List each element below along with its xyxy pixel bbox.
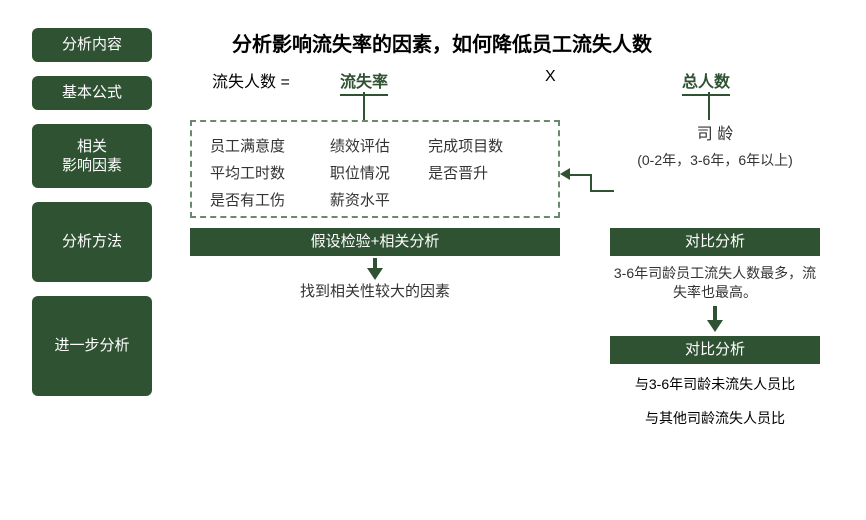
factor-cell: 职位情况: [326, 159, 424, 186]
method-bar-r1: 对比分析: [610, 228, 820, 256]
method-bar-left: 假设检验+相关分析: [190, 228, 560, 256]
sidebar-item-formula: 基本公式: [32, 76, 152, 110]
factors-box: 员工满意度 绩效评估 完成项目数 平均工时数 职位情况 是否晋升 是否有工伤 薪…: [190, 120, 560, 218]
method-bar-label: 假设检验+相关分析: [311, 233, 440, 250]
formula-mult: X: [545, 68, 556, 86]
arrow-down-icon: [707, 320, 723, 332]
stem-rate: [363, 92, 365, 120]
lconn-horiz: [568, 174, 592, 176]
result-r1: 3-6年司龄员工流失人数最多，流失率也最高。: [610, 264, 820, 302]
sidebar-label: 分析内容: [62, 35, 122, 55]
factor-cell: 是否有工伤: [206, 186, 326, 213]
result-r2-line2: 与其他司龄流失人员比: [610, 408, 820, 428]
result-r2-line1: 与3-6年司龄未流失人员比: [610, 374, 820, 394]
method-bar-r2: 对比分析: [610, 336, 820, 364]
arrow-down-icon: [367, 268, 383, 280]
formula-total: 总人数: [682, 68, 730, 96]
formula-lhs: 流失人数 =: [212, 68, 290, 92]
tenure-label: 司 龄: [600, 120, 830, 144]
arrow-left-icon: [560, 168, 570, 180]
sidebar-label: 进一步分析: [54, 336, 129, 356]
formula-row: 流失人数 = 流失率 X 总人数: [200, 68, 826, 98]
stem-total: [708, 92, 710, 120]
sidebar-item-factors: 相关 影响因素: [32, 124, 152, 188]
factor-cell: 绩效评估: [326, 132, 424, 159]
factor-cell: 是否晋升: [424, 159, 544, 186]
factors-table: 员工满意度 绩效评估 完成项目数 平均工时数 职位情况 是否晋升 是否有工伤 薪…: [206, 132, 544, 213]
tenure-range: (0-2年，3-6年，6年以上): [600, 150, 830, 170]
factor-cell: [424, 186, 544, 213]
page-title: 分析影响流失率的因素，如何降低员工流失人数: [232, 28, 652, 57]
tenure-box: 司 龄 (0-2年，3-6年，6年以上): [600, 120, 830, 170]
method-bar-label: 对比分析: [685, 341, 745, 358]
sidebar-item-methods: 分析方法: [32, 202, 152, 282]
factor-cell: 薪资水平: [326, 186, 424, 213]
factor-cell: 员工满意度: [206, 132, 326, 159]
sidebar-item-content: 分析内容: [32, 28, 152, 62]
lconn-from-tenure: [590, 190, 614, 192]
main-diagram: 分析影响流失率的因素，如何降低员工流失人数 流失人数 = 流失率 X 总人数 员…: [170, 0, 866, 520]
method-bar-label: 对比分析: [685, 233, 745, 250]
factor-cell: 完成项目数: [424, 132, 544, 159]
sidebar-label: 相关 影响因素: [62, 137, 122, 176]
sidebar-label: 分析方法: [62, 232, 122, 252]
sidebar-item-further: 进一步分析: [32, 296, 152, 396]
factor-cell: 平均工时数: [206, 159, 326, 186]
sidebar: 分析内容 基本公式 相关 影响因素 分析方法 进一步分析: [32, 28, 152, 410]
result-left: 找到相关性较大的因素: [190, 280, 560, 301]
sidebar-label: 基本公式: [62, 83, 122, 103]
